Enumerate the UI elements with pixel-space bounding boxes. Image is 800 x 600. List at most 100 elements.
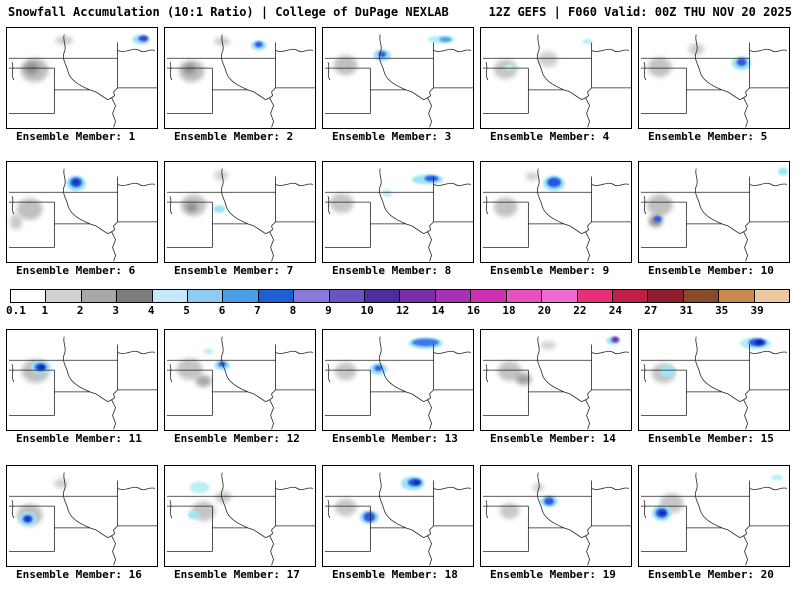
ensemble-member-label: Ensemble Member: 19: [490, 568, 616, 581]
state-borders: [166, 472, 315, 566]
colorbar-tick: 7: [254, 304, 261, 317]
ensemble-map: [638, 465, 790, 567]
snowfall-blobs: [187, 481, 232, 521]
ensemble-panel: Ensemble Member: 13: [322, 329, 474, 447]
ensemble-map: [164, 161, 316, 263]
ensemble-map: [638, 161, 790, 263]
ensemble-map-svg: [640, 34, 789, 128]
ensemble-member-label: Ensemble Member: 14: [490, 432, 616, 445]
ensemble-map-svg: [640, 472, 789, 566]
state-borders: [8, 168, 157, 262]
state-borders: [482, 34, 631, 128]
colorbar-tick: 2: [76, 304, 84, 317]
colorbar-tick: 16: [466, 304, 481, 317]
colorbar-tick: 22: [573, 304, 587, 317]
ensemble-map: [6, 465, 158, 567]
colorbar-segment: [648, 290, 684, 302]
snowfall-blobs: [16, 478, 69, 526]
ensemble-map: [480, 27, 632, 129]
ensemble-panel: Ensemble Member: 20: [638, 465, 790, 583]
state-borders: [324, 472, 473, 566]
colorbar-segment: [329, 290, 366, 302]
colorbar-tick: 20: [537, 304, 552, 317]
snowfall-blobs: [20, 34, 151, 82]
ensemble-map: [638, 27, 790, 129]
ensemble-panel: Ensemble Member: 8: [322, 161, 474, 279]
snowfall-blobs: [9, 175, 86, 230]
ensemble-member-label: Ensemble Member: 7: [174, 264, 294, 277]
ensemble-panel: Ensemble Member: 7: [164, 161, 316, 279]
snowfall-blobs: [493, 38, 593, 79]
ensemble-panel: Ensemble Member: 14: [480, 329, 632, 447]
colorbar-segment: [612, 290, 649, 302]
snowfall-blobs: [21, 359, 51, 383]
ensemble-member-label: Ensemble Member: 16: [16, 568, 142, 581]
ensemble-map: [164, 329, 316, 431]
ensemble-member-label: Ensemble Member: 11: [16, 432, 142, 445]
colorbar-segment: [188, 290, 224, 302]
ensemble-row-4: Ensemble Member: 16: [6, 465, 794, 583]
colorbar-tick: 35: [715, 304, 729, 317]
snowfall-blobs: [651, 337, 772, 383]
state-borders: [8, 472, 157, 566]
snowfall-blobs: [497, 336, 621, 385]
ensemble-map: [480, 465, 632, 567]
ensemble-panel: Ensemble Member: 3: [322, 27, 474, 145]
colorbar-tick: 14: [431, 304, 445, 317]
colorbar-segment: [81, 290, 118, 302]
state-borders: [482, 168, 631, 262]
state-borders: [8, 34, 157, 128]
ensemble-member-label: Ensemble Member: 18: [332, 568, 458, 581]
state-borders: [324, 34, 473, 128]
ensemble-map-svg: [166, 472, 315, 566]
ensemble-map-svg: [8, 472, 157, 566]
colorbar-segment: [117, 290, 153, 302]
state-borders: [482, 472, 631, 566]
ensemble-member-label: Ensemble Member: 17: [174, 568, 300, 581]
ensemble-panel: Ensemble Member: 17: [164, 465, 316, 583]
ensemble-map-svg: [482, 168, 631, 262]
ensemble-row-1: Ensemble Member: 1: [6, 27, 794, 145]
ensemble-map: [322, 161, 474, 263]
state-borders: [166, 34, 315, 128]
ensemble-map-svg: [482, 472, 631, 566]
state-borders: [640, 336, 789, 430]
state-borders: [324, 168, 473, 262]
colorbar-tick: 27: [644, 304, 658, 317]
colorbar-tick: 10: [360, 304, 374, 317]
colorbar-tick: 31: [679, 304, 693, 317]
ensemble-panel: Ensemble Member: 6: [6, 161, 158, 279]
colorbar-tick: 12: [395, 304, 410, 317]
ensemble-map-svg: [640, 167, 789, 262]
ensemble-map-svg: [640, 336, 789, 430]
ensemble-map: [480, 329, 632, 431]
ensemble-panel: Ensemble Member: 18: [322, 465, 474, 583]
ensemble-member-label: Ensemble Member: 15: [648, 432, 774, 445]
colorbar-segment: [11, 290, 47, 302]
ensemble-map-svg: [482, 34, 631, 128]
snowfall-blobs: [180, 170, 229, 216]
ensemble-map-svg: [324, 336, 473, 430]
snowfall-blobs: [333, 35, 456, 76]
ensemble-map: [480, 161, 632, 263]
state-borders: [640, 34, 789, 128]
colorbar-segment: [294, 290, 330, 302]
ensemble-member-label: Ensemble Member: 8: [332, 264, 452, 277]
colorbar-tick: 0.1: [6, 304, 26, 317]
colorbar-segment: [542, 290, 578, 302]
snowfall-blobs: [178, 37, 267, 82]
colorbar-segment: [719, 290, 755, 302]
ensemble-map: [638, 329, 790, 431]
colorbar-segment: [754, 290, 789, 302]
ensemble-map-svg: [324, 472, 473, 566]
ensemble-map-svg: [8, 336, 157, 430]
state-borders: [166, 336, 315, 430]
state-borders: [166, 168, 315, 262]
colorbar-tick: 39: [750, 304, 764, 317]
ensemble-panel: Ensemble Member: 1: [6, 27, 158, 145]
state-borders: [324, 336, 473, 430]
colorbar-tick: 4: [147, 304, 155, 317]
ensemble-map: [6, 27, 158, 129]
colorbar-tick: 8: [289, 304, 297, 317]
ensemble-map: [164, 465, 316, 567]
